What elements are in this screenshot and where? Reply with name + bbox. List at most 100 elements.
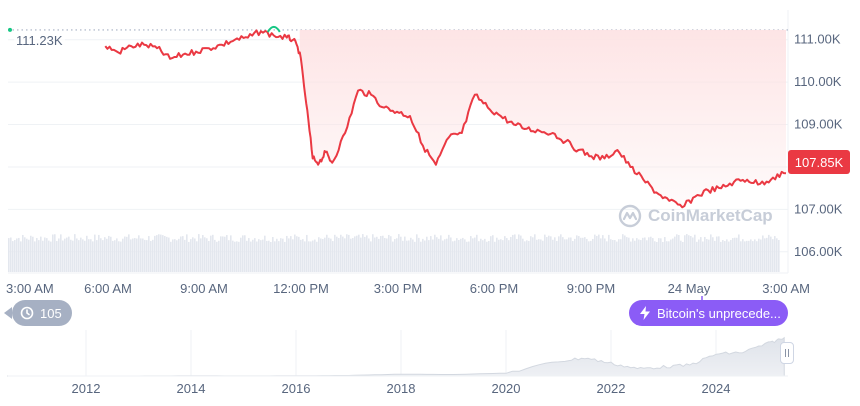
volume-bar [174, 239, 176, 272]
volume-bar [652, 238, 654, 272]
volume-bar [500, 239, 502, 272]
volume-bar [570, 237, 572, 272]
volume-bar [420, 241, 422, 272]
volume-bar [80, 237, 82, 272]
watermark: CoinMarketCap [618, 204, 773, 228]
volume-bar [470, 236, 472, 272]
volume-bar [130, 239, 132, 272]
volume-bar [750, 239, 752, 272]
overview-year-label: 2018 [387, 381, 416, 396]
volume-bar [158, 234, 160, 272]
volume-bar [610, 239, 612, 272]
volume-bar [744, 241, 746, 272]
y-tick-label: 110.00K [794, 74, 842, 89]
volume-bar [378, 238, 380, 272]
volume-bar [40, 236, 42, 272]
x-tick-label: 3:00 AM [762, 281, 810, 296]
volume-bar [472, 238, 474, 272]
volume-bar [540, 239, 542, 272]
volume-bar [374, 237, 376, 272]
volume-bar [52, 234, 54, 272]
volume-bar [14, 240, 16, 272]
volume-bar [624, 235, 626, 272]
start-marker [8, 27, 12, 32]
volume-bar [266, 240, 268, 272]
volume-bar [580, 237, 582, 272]
volume-bar [256, 241, 258, 272]
volume-bar [124, 236, 126, 272]
volume-bar [474, 237, 476, 272]
x-axis: 3:00 AM 6:00 AM 9:00 AM 12:00 PM 3:00 PM 6:00… [6, 281, 810, 302]
volume-bar [398, 234, 400, 272]
volume-bar [706, 239, 708, 272]
volume-bar [264, 235, 266, 272]
volume-bar [672, 238, 674, 272]
volume-bar [482, 240, 484, 272]
volume-bar [106, 238, 108, 272]
volume-bar [28, 239, 30, 272]
volume-bar [700, 237, 702, 272]
volume-bar [212, 234, 214, 272]
volume-bar [218, 240, 220, 272]
volume-bar [428, 240, 430, 272]
volume-bar [434, 234, 436, 272]
volume-bar [758, 238, 760, 272]
volume-bar [364, 236, 366, 272]
volume-bar [348, 234, 350, 272]
drag-handle-icon[interactable] [780, 342, 794, 364]
volume-bar [674, 236, 676, 272]
volume-bar [490, 236, 492, 272]
volume-bar [46, 238, 48, 272]
coinmarketcap-logo-icon [618, 204, 642, 228]
overview-year-label: 2012 [72, 381, 101, 396]
volume-bar [262, 239, 264, 272]
volume-bar [368, 238, 370, 272]
volume-bar [242, 235, 244, 272]
volume-bar [146, 240, 148, 272]
volume-bar [30, 235, 32, 272]
volume-bar [526, 240, 528, 272]
volume-bar [318, 237, 320, 272]
volume-bar [38, 240, 40, 272]
news-badge[interactable]: Bitcoin's unprecede... [629, 300, 788, 326]
volume-bar [476, 234, 478, 272]
history-badge[interactable]: 105 [4, 300, 72, 326]
volume-bar [644, 237, 646, 272]
volume-bar [94, 234, 96, 272]
volume-bar [154, 235, 156, 272]
volume-bar [510, 236, 512, 272]
volume-bar [152, 239, 154, 272]
volume-bar [54, 234, 56, 272]
y-tick-label: 109.00K [794, 117, 843, 132]
volume-bar [230, 235, 232, 272]
volume-bar [662, 241, 664, 272]
volume-bar [182, 236, 184, 272]
volume-bar [222, 236, 224, 272]
volume-bar [412, 239, 414, 272]
volume-bar [136, 238, 138, 272]
volume-bar [82, 239, 84, 272]
x-tick-label: 12:00 PM [273, 281, 329, 296]
volume-bar [258, 239, 260, 272]
volume-bar [370, 241, 372, 272]
volume-bar [366, 235, 368, 272]
volume-bar [160, 234, 162, 272]
volume-bar [354, 236, 356, 272]
volume-bar [186, 234, 188, 272]
volume-bar [34, 241, 36, 272]
volume-bar [274, 241, 276, 272]
volume-bar [282, 238, 284, 272]
volume-bar [738, 234, 740, 272]
volume-bar [98, 234, 100, 272]
volume-bar [408, 240, 410, 272]
volume-bar [316, 241, 318, 272]
volume-bar [204, 237, 206, 272]
volume-bar [404, 236, 406, 272]
volume-bar [444, 239, 446, 272]
volume-bar [320, 238, 322, 272]
volume-bar [576, 235, 578, 272]
volume-bar [414, 241, 416, 272]
volume-bar [162, 235, 164, 272]
overview-chart[interactable]: 2012 2014 2016 2018 2020 2022 2024 [7, 330, 788, 396]
